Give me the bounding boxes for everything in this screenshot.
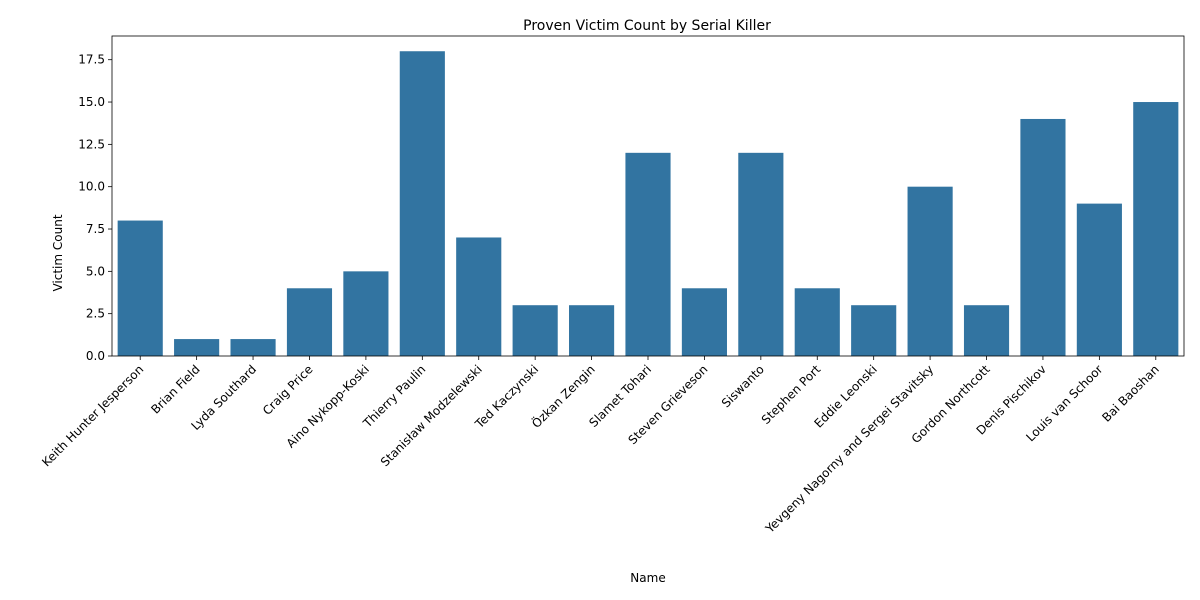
bar bbox=[963, 305, 1010, 356]
bar bbox=[907, 186, 953, 356]
bar bbox=[512, 305, 558, 356]
x-tick-label: Brian Field bbox=[148, 362, 202, 416]
bar bbox=[399, 51, 445, 356]
y-tick-label: 0.0 bbox=[86, 349, 105, 363]
y-tick-label: 15.0 bbox=[78, 95, 105, 109]
bar bbox=[343, 271, 389, 356]
x-tick-label: Craig Price bbox=[260, 362, 316, 418]
y-tick-label: 12.5 bbox=[78, 137, 105, 151]
bar bbox=[174, 339, 220, 356]
y-tick-label: 2.5 bbox=[86, 307, 105, 321]
x-tick-label: Stanisław Modzelewski bbox=[378, 362, 485, 469]
y-axis-ticks: 0.0 2.5 5.0 7.5 10.0 12.5 15.0 17.5 bbox=[78, 53, 112, 363]
chart-title: Proven Victim Count by Serial Killer bbox=[523, 18, 771, 34]
bar bbox=[569, 305, 615, 356]
x-tick-label: Keith Hunter Jesperson bbox=[39, 362, 146, 469]
bar bbox=[794, 288, 840, 356]
bar bbox=[1020, 118, 1066, 357]
y-axis-label: Victim Count bbox=[51, 214, 65, 291]
bar bbox=[1133, 102, 1179, 357]
y-tick-label: 10.0 bbox=[78, 180, 105, 194]
bar bbox=[286, 288, 333, 356]
y-tick-label: 7.5 bbox=[86, 222, 105, 236]
plot-frame bbox=[111, 35, 1185, 357]
x-tick-label: Siswanto bbox=[719, 362, 767, 410]
bar bbox=[681, 288, 727, 356]
bar bbox=[230, 339, 276, 356]
y-tick-label: 17.5 bbox=[78, 53, 105, 67]
x-axis-label: Name bbox=[630, 571, 665, 585]
bar bbox=[851, 305, 897, 356]
x-tick-label: Bai Baoshan bbox=[1099, 362, 1162, 425]
bar bbox=[456, 237, 502, 356]
bar bbox=[738, 152, 784, 356]
bar bbox=[625, 152, 671, 356]
bars-group bbox=[117, 51, 1179, 357]
bar bbox=[117, 220, 163, 356]
bar bbox=[1076, 203, 1122, 356]
y-tick-label: 5.0 bbox=[86, 264, 105, 278]
